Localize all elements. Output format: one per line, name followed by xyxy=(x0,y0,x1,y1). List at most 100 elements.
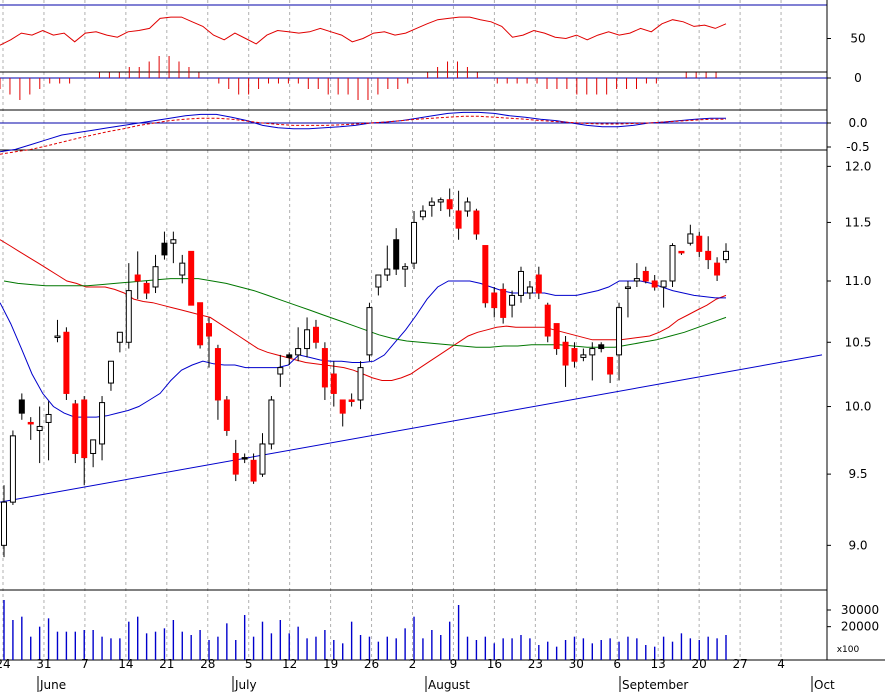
candle-body xyxy=(312,326,319,343)
x-tick-label: 27 xyxy=(732,657,747,671)
candle-body xyxy=(607,356,614,375)
candle-body xyxy=(357,367,364,401)
candle-body xyxy=(339,399,346,414)
x-tick-label: 23 xyxy=(528,657,543,671)
candle-body xyxy=(18,399,25,414)
candle-body xyxy=(598,344,605,350)
volume-y-tick-label: 20000 xyxy=(841,620,879,634)
candle-body xyxy=(330,373,337,394)
macd-line-blue xyxy=(0,111,726,153)
price-y-tick-label: 11.5 xyxy=(845,215,872,229)
panel-frames xyxy=(0,0,885,661)
candle-body xyxy=(134,274,141,282)
x-tick-label: 14 xyxy=(118,657,133,671)
price-y-tick-label: 9.5 xyxy=(848,467,867,481)
candle-body xyxy=(723,250,729,261)
candle-body xyxy=(642,270,649,282)
price-y-tick-label: 10.5 xyxy=(845,335,872,349)
candle-body xyxy=(170,239,177,244)
macd-y-tick-label: 0.0 xyxy=(848,116,867,130)
candle-body xyxy=(54,335,61,339)
price-y-tick-label: 11.0 xyxy=(845,274,872,288)
candle-body xyxy=(143,282,150,294)
candle-body xyxy=(651,280,658,288)
candle-body xyxy=(304,329,311,350)
candle-body xyxy=(1,501,7,546)
moving-average-blue xyxy=(0,280,726,418)
month-label: September xyxy=(622,678,688,692)
candle-body xyxy=(633,278,640,282)
x-tick-label: 4 xyxy=(777,657,785,671)
candle-body xyxy=(482,245,489,304)
x-tick-label: 12 xyxy=(282,657,297,671)
candle-body xyxy=(535,274,542,294)
x-tick-label: 7 xyxy=(81,657,89,671)
candle-body xyxy=(544,304,551,337)
candle-body xyxy=(36,425,43,431)
candle-body xyxy=(687,233,694,244)
candle-body xyxy=(437,199,444,203)
candle-body xyxy=(500,288,507,318)
x-tick-label: 28 xyxy=(200,657,215,671)
candle-body xyxy=(179,262,186,276)
candle-body xyxy=(259,443,266,475)
oscillator-line xyxy=(0,16,727,46)
candle-body xyxy=(419,210,426,218)
candle-body xyxy=(509,294,516,306)
candle-body xyxy=(27,421,34,425)
candle-body xyxy=(571,348,578,362)
trendline xyxy=(0,354,823,503)
macd-y-tick-label: -0.5 xyxy=(846,140,869,154)
candle-body xyxy=(464,201,471,212)
oscillator-y-tick-label: 50 xyxy=(850,32,865,46)
macd-panel xyxy=(0,111,827,155)
candle-body xyxy=(624,286,631,289)
month-label: June xyxy=(39,678,66,692)
candle-body xyxy=(321,348,328,388)
x-tick-label: 16 xyxy=(487,657,502,671)
candle-body xyxy=(589,348,596,356)
x-tick-label: 13 xyxy=(651,657,666,671)
month-label: August xyxy=(428,678,470,692)
candle-body xyxy=(250,459,257,482)
x-tick-label: 5 xyxy=(245,657,253,671)
candle-body xyxy=(526,286,533,294)
candle-body xyxy=(348,399,355,402)
candle-body xyxy=(705,250,712,261)
price-y-tick-label: 10.0 xyxy=(845,400,872,414)
macd-line-red xyxy=(0,115,726,155)
candle-body xyxy=(206,323,213,337)
x-tick-label: 6 xyxy=(613,657,621,671)
x-tick-label: 20 xyxy=(692,657,707,671)
candle-body xyxy=(197,302,204,346)
candle-body xyxy=(366,307,373,356)
candle-body xyxy=(562,341,569,366)
candle-body xyxy=(517,270,524,296)
histogram-y-tick-label: 0 xyxy=(854,71,862,85)
candle-body xyxy=(125,290,132,343)
candle-body xyxy=(223,399,230,431)
candle-body xyxy=(696,235,703,252)
x-tick-label: 24 xyxy=(0,657,11,671)
candle-body xyxy=(402,266,409,270)
volume-y-tick-label: 30000 xyxy=(841,603,879,617)
candle-body xyxy=(99,402,106,445)
candle-body xyxy=(660,280,667,288)
candle-body xyxy=(116,331,123,343)
candle-body xyxy=(161,242,168,256)
candle-body xyxy=(393,239,400,270)
candle-body xyxy=(375,274,382,288)
candle-body xyxy=(72,403,79,454)
candle-body xyxy=(446,199,453,210)
candle-body xyxy=(107,360,114,384)
oscillator-panel xyxy=(0,16,727,46)
candle-body xyxy=(9,435,16,503)
candle-body xyxy=(714,262,721,276)
month-label: Oct xyxy=(814,678,835,692)
candle-body xyxy=(286,354,293,358)
candle-body xyxy=(241,457,248,460)
x-tick-label: 26 xyxy=(364,657,379,671)
x-tick-label: 21 xyxy=(159,657,174,671)
candle-body xyxy=(63,331,70,394)
